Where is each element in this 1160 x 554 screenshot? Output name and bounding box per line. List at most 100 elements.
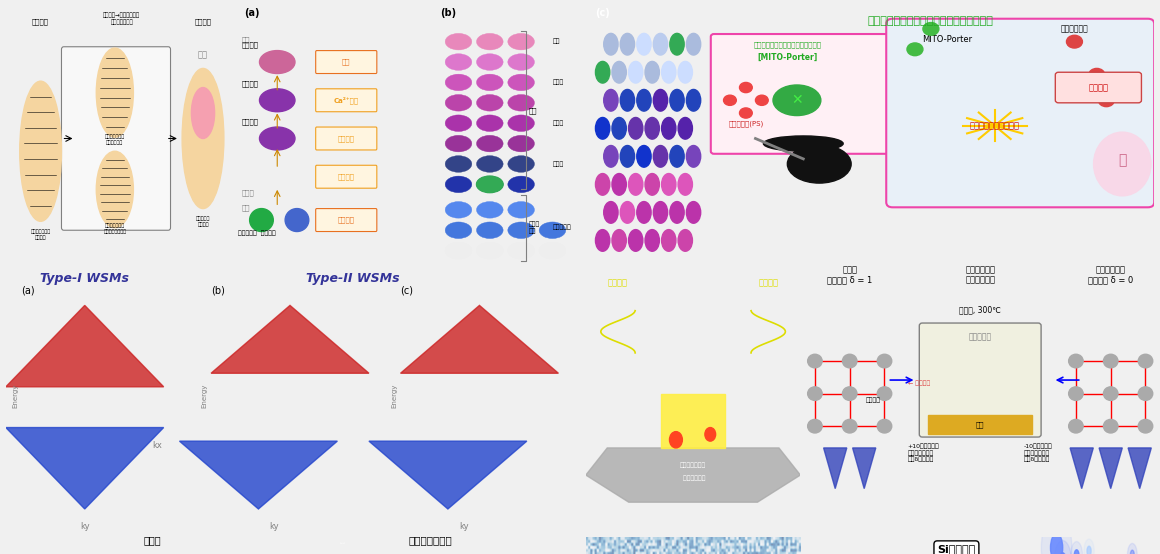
- Ellipse shape: [445, 222, 472, 239]
- Text: (b): (b): [440, 8, 456, 18]
- Ellipse shape: [445, 202, 472, 218]
- Text: 有棘細胞: 有棘細胞: [241, 118, 259, 125]
- FancyBboxPatch shape: [1056, 72, 1141, 103]
- Ellipse shape: [669, 202, 684, 223]
- Polygon shape: [400, 305, 558, 373]
- Ellipse shape: [249, 209, 274, 232]
- Circle shape: [1042, 512, 1072, 554]
- Circle shape: [1128, 543, 1137, 554]
- Circle shape: [842, 419, 857, 433]
- Ellipse shape: [260, 89, 295, 112]
- Text: 表皮: 表皮: [241, 37, 251, 43]
- Ellipse shape: [445, 33, 472, 50]
- Circle shape: [1068, 419, 1083, 433]
- Polygon shape: [1070, 448, 1093, 489]
- Ellipse shape: [260, 50, 295, 74]
- Ellipse shape: [603, 33, 618, 55]
- Ellipse shape: [445, 135, 472, 152]
- Ellipse shape: [539, 222, 566, 239]
- Ellipse shape: [679, 229, 693, 252]
- Text: 顆粒層: 顆粒層: [552, 80, 564, 85]
- Polygon shape: [586, 448, 800, 502]
- Circle shape: [842, 354, 857, 368]
- Polygon shape: [211, 305, 369, 373]
- FancyBboxPatch shape: [919, 323, 1042, 437]
- Text: 剥離: 剥離: [342, 59, 350, 65]
- Circle shape: [877, 419, 892, 433]
- Ellipse shape: [687, 202, 701, 223]
- Circle shape: [755, 95, 768, 105]
- Text: 絶縁体
酸素欠陥 δ = 1: 絶縁体 酸素欠陥 δ = 1: [827, 265, 872, 284]
- Circle shape: [1068, 354, 1083, 368]
- Circle shape: [923, 23, 938, 35]
- Ellipse shape: [687, 89, 701, 111]
- Text: 顆粒細胞: 顆粒細胞: [241, 80, 259, 86]
- Ellipse shape: [445, 95, 472, 111]
- Ellipse shape: [637, 33, 651, 55]
- Ellipse shape: [477, 176, 503, 193]
- Ellipse shape: [637, 202, 651, 223]
- Ellipse shape: [508, 242, 535, 259]
- Text: 有棘層: 有棘層: [552, 120, 564, 126]
- Text: Energy: Energy: [202, 384, 208, 408]
- Ellipse shape: [1094, 132, 1151, 196]
- Ellipse shape: [285, 209, 309, 232]
- Text: 凹凸形状の
触覚知覚: 凹凸形状の 触覚知覚: [196, 216, 210, 227]
- Ellipse shape: [477, 95, 503, 111]
- Circle shape: [1059, 553, 1066, 554]
- Ellipse shape: [508, 115, 535, 131]
- Circle shape: [1103, 419, 1118, 433]
- Text: MITO-Porter: MITO-Porter: [922, 35, 972, 44]
- Text: 物理世界: 物理世界: [32, 19, 49, 25]
- Circle shape: [1138, 354, 1153, 368]
- Ellipse shape: [612, 117, 626, 139]
- Text: (c): (c): [400, 285, 413, 295]
- Ellipse shape: [182, 68, 224, 209]
- Text: Ca²⁺調整: Ca²⁺調整: [334, 96, 358, 104]
- Ellipse shape: [629, 117, 643, 139]
- Ellipse shape: [191, 88, 215, 138]
- Text: 空気中, 300℃: 空気中, 300℃: [959, 305, 1001, 314]
- Circle shape: [877, 387, 892, 401]
- Circle shape: [1089, 69, 1104, 81]
- Text: 従来の抗癌剤: 従来の抗癌剤: [1060, 24, 1088, 33]
- Text: ky: ky: [269, 522, 280, 531]
- Ellipse shape: [508, 176, 535, 193]
- Ellipse shape: [508, 33, 535, 50]
- Text: 高温超伝導体
酸素欠陥 δ = 0: 高温超伝導体 酸素欠陥 δ = 0: [1088, 265, 1133, 284]
- Ellipse shape: [661, 173, 676, 195]
- Ellipse shape: [653, 202, 668, 223]
- Circle shape: [877, 354, 892, 368]
- Ellipse shape: [477, 74, 503, 91]
- Ellipse shape: [621, 146, 635, 167]
- Text: (a): (a): [244, 8, 259, 18]
- Ellipse shape: [20, 81, 61, 221]
- Text: Type-I WSMs: Type-I WSMs: [41, 273, 129, 285]
- Circle shape: [1066, 35, 1082, 48]
- Text: 脂質生成: 脂質生成: [338, 135, 355, 142]
- Text: ky: ky: [80, 522, 89, 531]
- Circle shape: [1054, 541, 1072, 554]
- Ellipse shape: [679, 61, 693, 83]
- Text: 細胞分化: 細胞分化: [338, 173, 355, 180]
- Text: 電気スイッチ
（電圧印加）: 電気スイッチ （電圧印加）: [965, 265, 995, 284]
- Ellipse shape: [621, 89, 635, 111]
- Text: [MITO-Porter]: [MITO-Porter]: [757, 53, 818, 61]
- FancyBboxPatch shape: [61, 47, 171, 230]
- Ellipse shape: [612, 229, 626, 252]
- Text: Energy: Energy: [391, 384, 397, 408]
- Polygon shape: [853, 448, 876, 489]
- Text: 表皮: 表皮: [529, 107, 537, 114]
- Circle shape: [907, 43, 923, 56]
- Text: 感覚世界: 感覚世界: [195, 19, 211, 25]
- Ellipse shape: [477, 176, 503, 193]
- Text: 中間層: 中間層: [143, 535, 161, 545]
- Text: Energy: Energy: [13, 384, 19, 408]
- Ellipse shape: [621, 33, 635, 55]
- Circle shape: [807, 419, 822, 433]
- Ellipse shape: [595, 61, 610, 83]
- Bar: [928, 416, 1032, 434]
- Polygon shape: [6, 428, 164, 509]
- Ellipse shape: [260, 127, 295, 150]
- Circle shape: [1051, 534, 1063, 554]
